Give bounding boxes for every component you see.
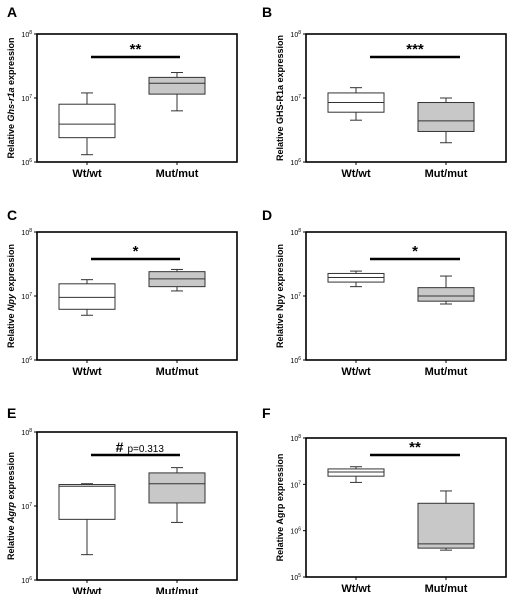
significance-mark: * [133, 243, 139, 260]
panel-letter: E [7, 405, 16, 421]
panel-letter: D [262, 207, 272, 223]
iqr-box [417, 502, 475, 549]
box-wt-wt [327, 270, 385, 288]
box-wt-wt [58, 279, 116, 316]
y-axis-title: Relative Ghs-r1a expression [6, 37, 16, 158]
box-mut-mut [417, 490, 475, 551]
iqr-box [58, 103, 116, 139]
x-category-label: Wt/wt [341, 168, 371, 180]
x-category-label: Wt/wt [72, 586, 102, 594]
panel-e: E 106 107 108 Relative Agrp expression Wt/wt M… [6, 405, 238, 594]
panel-letter: B [262, 4, 272, 20]
y-tick-label: 108 [290, 434, 301, 443]
y-axis-title: Relative Agrp expression [275, 454, 285, 562]
y-tick-label: 106 [290, 158, 301, 167]
significance-mark: * [412, 243, 418, 260]
x-category-label: Wt/wt [341, 583, 371, 594]
x-category-label: Mut/mut [425, 583, 468, 594]
panel-letter: C [7, 207, 17, 223]
y-tick-label: 107 [21, 94, 32, 103]
y-tick-label: 108 [21, 30, 32, 39]
box-mut-mut [148, 467, 206, 523]
y-tick-label: 106 [21, 158, 32, 167]
significance-mark: # [116, 439, 124, 455]
box-wt-wt [58, 483, 116, 556]
iqr-box [327, 468, 385, 477]
y-axis-title: Relative Agrp expression [6, 452, 16, 560]
x-category-label: Wt/wt [72, 168, 102, 180]
x-category-label: Mut/mut [425, 366, 468, 378]
significance-mark: ** [409, 439, 421, 456]
x-category-label: Mut/mut [156, 586, 199, 594]
y-tick-label: 106 [21, 576, 32, 585]
plot-frame [305, 231, 507, 361]
y-tick-label: 107 [21, 292, 32, 301]
panel-letter: A [7, 4, 17, 20]
panel-b: B 106 107 108 Relative GHS-R1a expression Wt/… [262, 4, 507, 180]
p-value-note: p=0.313 [128, 444, 165, 455]
iqr-box [417, 287, 475, 302]
y-tick-label: 106 [21, 356, 32, 365]
box-mut-mut [417, 97, 475, 144]
panel-d: D 106 107 108 Relative Npy expression Wt/wt Mu… [262, 207, 507, 378]
plot-frame [305, 437, 507, 578]
iqr-box [148, 472, 206, 504]
y-tick-label: 107 [290, 480, 301, 489]
significance-mark: *** [406, 41, 424, 58]
panel-a: A 106 107 108 Relative Ghs-r1a expression Wt/… [6, 4, 238, 180]
x-category-label: Mut/mut [156, 366, 199, 378]
panel-letter: F [262, 405, 271, 421]
iqr-box [58, 484, 116, 520]
box-mut-mut [148, 268, 206, 292]
x-category-label: Wt/wt [341, 366, 371, 378]
box-wt-wt [327, 87, 385, 121]
box-mut-mut [417, 275, 475, 305]
y-axis-title: Relative Npy expression [275, 244, 285, 348]
y-axis-title: Relative GHS-R1a expression [275, 35, 285, 161]
y-tick-label: 107 [290, 292, 301, 301]
y-tick-label: 108 [290, 228, 301, 237]
iqr-box [148, 76, 206, 95]
iqr-box [417, 102, 475, 132]
y-tick-label: 106 [290, 527, 301, 536]
y-tick-label: 106 [290, 356, 301, 365]
panel-f: F 105 106 107 108 Relative Agrp expression Wt/… [262, 405, 507, 594]
iqr-box [58, 283, 116, 310]
y-tick-label: 108 [290, 30, 301, 39]
x-category-label: Mut/mut [156, 168, 199, 180]
x-category-label: Mut/mut [425, 168, 468, 180]
y-axis-title: Relative Npy expression [6, 244, 16, 348]
box-mut-mut [148, 72, 206, 112]
x-category-label: Wt/wt [72, 366, 102, 378]
y-tick-label: 107 [290, 94, 301, 103]
panel-c: C 106 107 108 Relative Npy expression Wt/wt Mu… [6, 207, 238, 378]
y-tick-label: 107 [21, 502, 32, 511]
y-tick-label: 108 [21, 228, 32, 237]
significance-mark: ** [130, 41, 142, 58]
box-wt-wt [327, 466, 385, 483]
box-wt-wt [58, 92, 116, 156]
y-tick-label: 105 [290, 573, 301, 582]
y-tick-label: 108 [21, 428, 32, 437]
